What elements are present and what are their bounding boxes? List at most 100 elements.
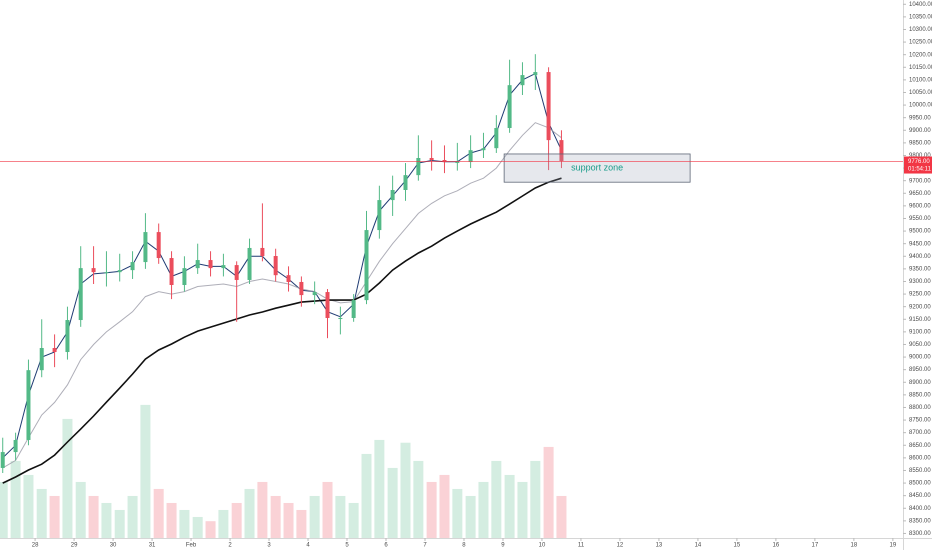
candle-body (143, 232, 148, 263)
y-tick-label: 10100.00 (909, 77, 932, 83)
y-tick-label: 9550.00 (909, 216, 931, 222)
volume-bar (517, 481, 528, 538)
y-tick-label: 8650.00 (909, 443, 931, 449)
volume-bar (192, 516, 203, 538)
moving-average-line (2, 122, 562, 469)
last-price-box (904, 156, 932, 174)
candle-body (260, 247, 265, 257)
y-tick-label: 10400.00 (909, 2, 932, 8)
y-tick-label: 8450.00 (909, 493, 931, 499)
candle-body (234, 265, 239, 280)
y-tick-label: 8700.00 (909, 430, 931, 436)
candle-body (0, 452, 5, 468)
x-tick-label: 6 (384, 543, 388, 549)
volume-bar (0, 481, 8, 538)
volume-bar (530, 460, 541, 538)
y-tick-label: 8500.00 (909, 481, 931, 487)
x-tick-label: 9 (501, 543, 505, 549)
candle-body (507, 85, 512, 129)
candle-body (117, 270, 122, 273)
y-tick-label: 8850.00 (909, 392, 931, 398)
candle-body (429, 157, 434, 161)
candle-body (520, 75, 525, 86)
y-tick-label: 10250.00 (909, 40, 932, 46)
x-tick-label: 4 (306, 543, 310, 549)
y-tick-label: 8350.00 (909, 518, 931, 524)
x-tick-label: 7 (423, 543, 427, 549)
volume-bar (127, 495, 138, 538)
candle-body (312, 292, 317, 296)
y-tick-label: 8400.00 (909, 506, 931, 512)
candle-body (338, 318, 343, 320)
volume-bar (452, 488, 463, 538)
volume-bar (413, 460, 424, 538)
candle-body (481, 148, 486, 151)
volume-bar (205, 521, 216, 538)
x-tick-label: 29 (71, 543, 78, 549)
x-tick-label: 12 (617, 543, 624, 549)
y-tick-label: 8950.00 (909, 367, 931, 373)
candle-body (299, 281, 304, 296)
moving-average-line (2, 72, 562, 459)
candle-body (416, 157, 421, 176)
y-tick-label: 8750.00 (909, 418, 931, 424)
y-tick-label: 10000.00 (909, 103, 932, 109)
y-tick-label: 9050.00 (909, 342, 931, 348)
volume-bar (101, 502, 112, 538)
volume-bar (556, 495, 567, 538)
candle-body (208, 260, 213, 269)
volume-bar (322, 481, 333, 538)
x-tick-label: 28 (32, 543, 39, 549)
last-price-label: 9776.00 (908, 159, 930, 165)
candle-body (156, 232, 161, 259)
x-tick-label: 15 (734, 543, 741, 549)
volume-bar (504, 474, 515, 538)
y-tick-label: 9600.00 (909, 203, 931, 209)
x-tick-label: 3 (267, 543, 271, 549)
volume-bar (374, 439, 385, 538)
support-zone-label: support zone (571, 162, 623, 172)
x-tick-label: 31 (149, 543, 156, 549)
candle-body (91, 268, 96, 273)
x-tick-label: 30 (110, 543, 117, 549)
volume-bar (218, 509, 229, 538)
y-tick-label: 9700.00 (909, 178, 931, 184)
y-tick-label: 9850.00 (909, 140, 931, 146)
volume-bar (62, 418, 73, 538)
candle-body (494, 128, 499, 149)
candle-body (325, 292, 330, 319)
x-tick-label: 13 (656, 543, 663, 549)
y-tick-label: 8300.00 (909, 531, 931, 537)
y-tick-label: 8900.00 (909, 380, 931, 386)
candle-body (559, 140, 564, 162)
y-tick-label: 9000.00 (909, 355, 931, 361)
volume-bar (361, 453, 372, 538)
y-tick-label: 9400.00 (909, 254, 931, 260)
candle-body (169, 258, 174, 286)
volume-bar (296, 509, 307, 538)
volume-bar (270, 495, 281, 538)
volume-bar (153, 488, 164, 538)
volume-bar (231, 502, 242, 538)
volume-bar (439, 474, 450, 538)
x-tick-label: 16 (773, 543, 780, 549)
y-tick-label: 9900.00 (909, 128, 931, 134)
y-tick-label: 9350.00 (909, 266, 931, 272)
candle-body (351, 300, 356, 319)
x-tick-label: 11 (578, 543, 585, 549)
candle-body (403, 175, 408, 191)
y-tick-label: 9500.00 (909, 229, 931, 235)
candle-body (468, 150, 473, 163)
y-tick-label: 9150.00 (909, 317, 931, 323)
y-tick-label: 10200.00 (909, 52, 932, 58)
y-tick-label: 8800.00 (909, 405, 931, 411)
candle-body (78, 268, 83, 321)
volume-bar (478, 481, 489, 538)
volume-bar (543, 446, 554, 538)
x-tick-label: 8 (462, 543, 466, 549)
candle-body (286, 275, 291, 282)
y-tick-label: 9800.00 (909, 153, 931, 159)
candle-body (364, 230, 369, 301)
volume-bar (348, 502, 359, 538)
